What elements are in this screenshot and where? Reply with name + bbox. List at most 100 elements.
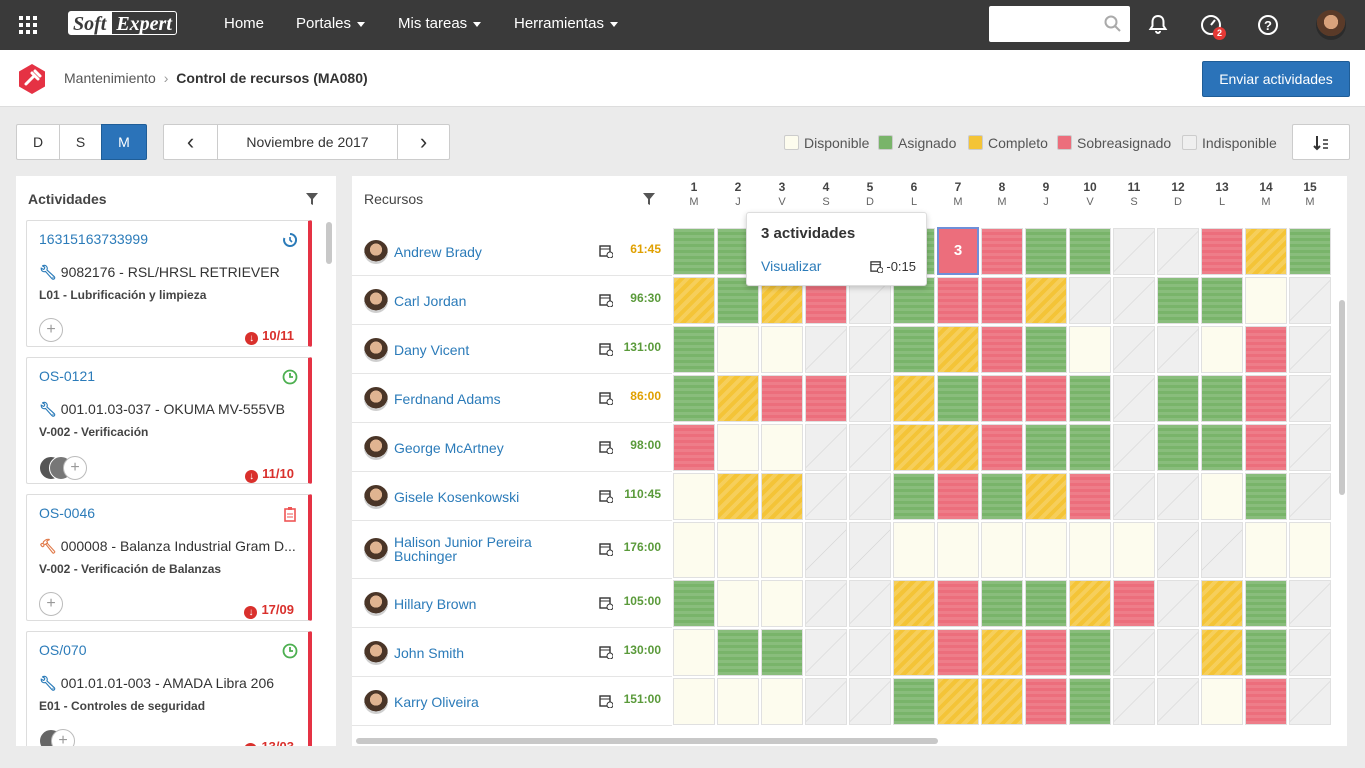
complete-cell[interactable] [1069, 580, 1111, 627]
unavailable-cell[interactable] [1157, 228, 1199, 275]
unavailable-cell[interactable] [1157, 678, 1199, 725]
overassigned-cell[interactable] [673, 424, 715, 471]
available-cell[interactable] [1069, 522, 1111, 578]
overassigned-cell[interactable] [1245, 424, 1287, 471]
unavailable-cell[interactable] [805, 522, 847, 578]
nav-mis-tareas[interactable]: Mis tareas [398, 0, 482, 50]
next-period-button[interactable]: › [397, 124, 450, 160]
overassigned-cell[interactable] [937, 473, 979, 520]
overassigned-cell[interactable] [1245, 326, 1287, 373]
period-label[interactable]: Noviembre de 2017 [217, 124, 398, 160]
available-cell[interactable] [1113, 522, 1155, 578]
calendar-vertical-scrollbar[interactable] [1339, 300, 1345, 495]
available-cell[interactable] [761, 424, 803, 471]
assigned-cell[interactable] [893, 326, 935, 373]
available-cell[interactable] [673, 522, 715, 578]
assigned-cell[interactable] [1245, 580, 1287, 627]
complete-cell[interactable] [1201, 580, 1243, 627]
assigned-cell[interactable] [1069, 678, 1111, 725]
unavailable-cell[interactable] [1113, 326, 1155, 373]
assigned-cell[interactable] [1157, 424, 1199, 471]
tasks-gauge-icon[interactable] [1199, 13, 1223, 37]
assigned-cell[interactable] [1069, 629, 1111, 676]
resource-name[interactable]: Hillary Brown [394, 595, 477, 612]
avatar[interactable] [364, 386, 388, 411]
assigned-cell[interactable] [717, 629, 759, 676]
complete-cell[interactable] [1245, 228, 1287, 275]
overassigned-cell[interactable] [1069, 473, 1111, 520]
available-cell[interactable] [937, 522, 979, 578]
unavailable-cell[interactable] [849, 326, 891, 373]
unavailable-cell[interactable] [805, 629, 847, 676]
overassigned-cell[interactable] [1025, 678, 1067, 725]
unavailable-cell[interactable] [805, 580, 847, 627]
overassigned-cell[interactable] [981, 326, 1023, 373]
assigned-cell[interactable] [673, 326, 715, 373]
assigned-cell[interactable] [1069, 424, 1111, 471]
unavailable-cell[interactable] [1113, 678, 1155, 725]
overassigned-cell[interactable] [981, 375, 1023, 422]
activity-card[interactable]: OS-0046 🔨︎ 000008 - Balanza Industrial Gr… [26, 494, 312, 621]
assigned-cell[interactable] [981, 473, 1023, 520]
nav-herramientas[interactable]: Herramientas [514, 0, 619, 50]
assigned-cell[interactable] [1025, 326, 1067, 373]
unavailable-cell[interactable] [1289, 473, 1331, 520]
assigned-cell[interactable] [893, 678, 935, 725]
resource-name[interactable]: Gisele Kosenkowski [394, 488, 520, 505]
apps-grid-icon[interactable] [19, 16, 37, 34]
available-cell[interactable] [761, 522, 803, 578]
resource-row[interactable]: Halison Junior Pereira Buchinger 176:00 [352, 521, 672, 579]
available-cell[interactable] [717, 326, 759, 373]
overassigned-cell[interactable] [761, 375, 803, 422]
assigned-cell[interactable] [673, 580, 715, 627]
unavailable-cell[interactable] [849, 473, 891, 520]
resource-row[interactable]: George McArtney 98:00 [352, 423, 672, 472]
activity-code[interactable]: OS-0046 [39, 505, 96, 521]
available-cell[interactable] [761, 326, 803, 373]
resource-row[interactable]: John Smith 130:00 [352, 628, 672, 677]
assigned-cell[interactable] [1025, 228, 1067, 275]
add-resource-button[interactable]: + [39, 318, 63, 342]
unavailable-cell[interactable] [849, 629, 891, 676]
activities-scrollbar[interactable] [326, 222, 332, 264]
nav-portales[interactable]: Portales [296, 0, 366, 50]
unavailable-cell[interactable] [805, 473, 847, 520]
add-resource-button[interactable]: + [63, 456, 87, 480]
avatar[interactable] [364, 538, 388, 562]
unavailable-cell[interactable] [1289, 629, 1331, 676]
assigned-cell[interactable] [717, 277, 759, 324]
activity-code[interactable]: OS/070 [39, 642, 87, 658]
overassigned-cell[interactable] [981, 424, 1023, 471]
complete-cell[interactable] [937, 678, 979, 725]
unavailable-cell[interactable] [1113, 375, 1155, 422]
unavailable-cell[interactable] [1157, 473, 1199, 520]
softexpert-logo[interactable]: Soft Expert [68, 11, 202, 37]
unavailable-cell[interactable] [1289, 326, 1331, 373]
unavailable-cell[interactable] [1289, 580, 1331, 627]
view-week-button[interactable]: S [59, 124, 102, 160]
assigned-cell[interactable] [981, 580, 1023, 627]
available-cell[interactable] [673, 678, 715, 725]
avatar[interactable] [364, 337, 388, 362]
overassigned-cell[interactable] [981, 277, 1023, 324]
assigned-cell[interactable] [1245, 629, 1287, 676]
unavailable-cell[interactable] [1113, 629, 1155, 676]
resource-row[interactable]: Karry Oliveira 151:00 [352, 677, 672, 726]
available-cell[interactable] [673, 629, 715, 676]
available-cell[interactable] [1069, 326, 1111, 373]
assigned-cell[interactable] [1069, 375, 1111, 422]
available-cell[interactable] [761, 678, 803, 725]
unavailable-cell[interactable] [1113, 228, 1155, 275]
overassigned-cell[interactable] [981, 228, 1023, 275]
resource-row[interactable]: Gisele Kosenkowski 110:45 [352, 472, 672, 521]
unavailable-cell[interactable] [849, 375, 891, 422]
unavailable-cell[interactable] [1157, 326, 1199, 373]
activity-code[interactable]: 16315163733999 [39, 231, 149, 247]
available-cell[interactable] [1245, 277, 1287, 324]
unavailable-cell[interactable] [1289, 678, 1331, 725]
bell-icon[interactable] [1146, 13, 1170, 37]
search-input[interactable] [989, 6, 1130, 42]
overassigned-cell[interactable] [1201, 228, 1243, 275]
activity-code[interactable]: OS-0121 [39, 368, 96, 384]
activity-card[interactable]: 16315163733999 🔧︎ 9082176 - RSL/HRSL RETR… [26, 220, 312, 347]
